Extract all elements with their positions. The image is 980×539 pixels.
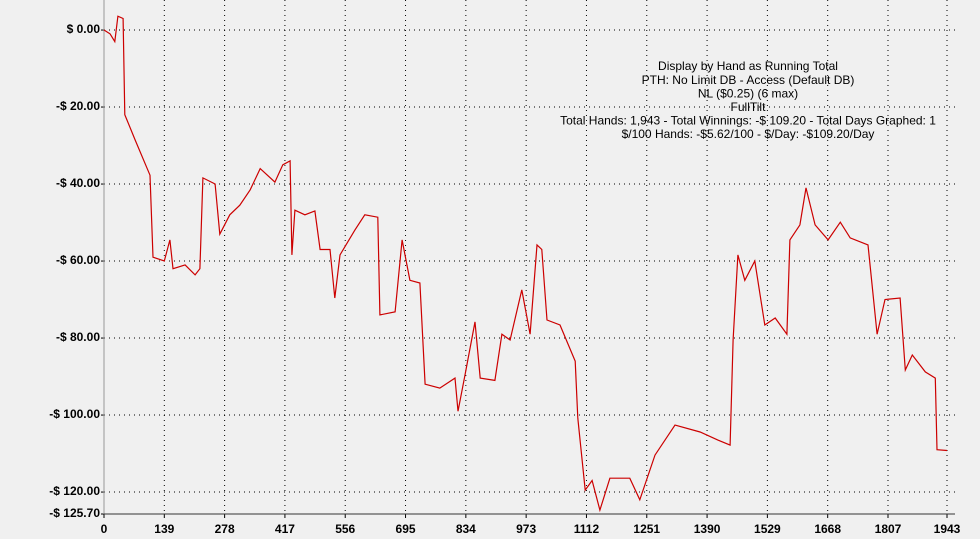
y-tick-label: -$ 120.00 [49,484,100,498]
y-tick-label: $ 0.00 [67,22,101,36]
y-tick-label: -$ 20.00 [56,99,100,113]
annotation: Display by Hand as Running Total [658,59,838,73]
x-tick-label: 278 [215,522,235,536]
annotation: Total Hands: 1,943 - Total Winnings: -$ … [560,114,936,128]
x-tick-label: 1251 [633,522,660,536]
y-tick-label: -$ 40.00 [56,176,100,190]
y-tick-label: -$ 125.70 [49,506,100,520]
y-tick-label: -$ 100.00 [49,407,100,421]
annotation: PTH: No Limit DB - Access (Default DB) [642,73,855,87]
x-tick-label: 1112 [574,522,600,536]
x-tick-label: 1807 [875,522,902,536]
x-tick-label: 139 [154,522,174,536]
annotation: $/100 Hands: -$5.62/100 - $/Day: -$109.2… [622,127,875,141]
annotation: FullTilt [731,100,767,114]
x-tick-label: 1390 [694,522,721,536]
annotation: NL ($0.25) (6 max) [698,86,798,100]
x-tick-label: 1529 [754,522,781,536]
y-tick-label: -$ 60.00 [56,253,100,267]
x-tick-label: 695 [396,522,416,536]
x-tick-label: 834 [456,522,476,536]
series-line [103,15,948,513]
x-tick-label: 417 [275,522,295,536]
x-tick-label: 556 [335,522,355,536]
y-tick-label: -$ 80.00 [56,330,100,344]
x-tick-label: 1943 [934,522,961,536]
x-tick-label: 1668 [814,522,841,536]
x-tick-label: 0 [101,522,108,536]
x-tick-label: 973 [516,522,536,536]
